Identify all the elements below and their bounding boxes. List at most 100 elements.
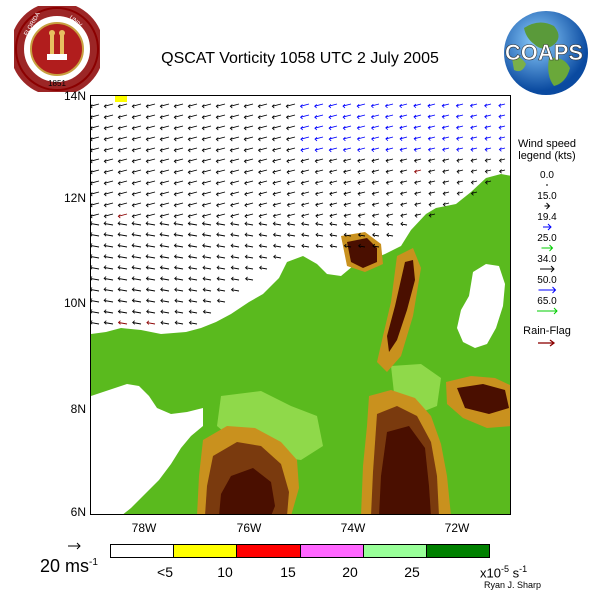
rain-flag-arrow-icon bbox=[538, 339, 556, 347]
pacific-coast bbox=[91, 384, 203, 514]
wind-vector bbox=[329, 147, 338, 151]
wind-vector-head bbox=[159, 181, 163, 186]
wind-vector-head bbox=[159, 232, 163, 237]
author-credit: Ryan J. Sharp bbox=[484, 580, 542, 590]
wind-vector-head bbox=[91, 115, 93, 120]
wind-vector-head bbox=[202, 265, 206, 270]
wind-vector bbox=[428, 202, 436, 206]
wind-vector-head bbox=[131, 265, 135, 270]
wind-vector-head bbox=[300, 148, 304, 153]
wind-vector bbox=[273, 234, 282, 237]
wind-vector-head bbox=[243, 170, 247, 175]
wind-vector-head bbox=[470, 180, 474, 185]
wind-vector bbox=[342, 103, 352, 107]
wind-vector-head bbox=[371, 136, 374, 142]
wind-vector bbox=[203, 300, 212, 303]
wind-vector bbox=[91, 202, 100, 206]
wind-vector bbox=[132, 289, 142, 292]
wind-vector bbox=[160, 147, 170, 151]
wind-vector-head bbox=[356, 104, 360, 109]
wind-vector-head bbox=[272, 192, 276, 197]
wind-vector-head bbox=[117, 203, 121, 208]
wind-vector-head bbox=[441, 114, 445, 119]
wind-vector-head bbox=[117, 104, 121, 109]
y-tick-12n: 12N bbox=[63, 191, 86, 205]
wind-vector-head bbox=[372, 243, 376, 248]
wind-vector-head bbox=[131, 221, 135, 226]
wind-vector bbox=[343, 147, 352, 151]
wind-vector-head bbox=[131, 276, 135, 281]
wind-vector bbox=[118, 169, 128, 173]
wind-vector bbox=[202, 234, 212, 237]
wind-vector bbox=[188, 125, 198, 129]
colorbar-segment bbox=[299, 545, 363, 557]
wind-vector bbox=[414, 213, 422, 217]
wind-vector bbox=[146, 213, 156, 217]
wind-vector bbox=[286, 147, 296, 151]
wind-vector-head bbox=[103, 170, 107, 175]
wind-vector bbox=[160, 125, 170, 129]
wind-vector bbox=[484, 114, 492, 118]
wind-vector-head bbox=[216, 254, 220, 259]
wind-vector-head bbox=[258, 159, 261, 164]
wind-vector bbox=[344, 223, 352, 226]
wind-vector-head bbox=[371, 221, 375, 226]
wind-vector bbox=[245, 245, 254, 248]
wind-vector bbox=[400, 169, 408, 173]
wind-vector bbox=[442, 147, 450, 151]
wind-vector bbox=[132, 233, 142, 237]
wind-vector-head bbox=[286, 137, 289, 142]
wind-vector-head bbox=[357, 191, 361, 196]
wind-vector-head bbox=[202, 243, 205, 248]
wind-vector bbox=[485, 158, 492, 161]
wind-vector bbox=[231, 245, 240, 248]
wind-vector bbox=[329, 191, 338, 195]
wind-vector bbox=[104, 277, 114, 281]
wind-vector-head bbox=[442, 158, 446, 163]
wind-vector bbox=[175, 311, 184, 314]
wind-vector-head bbox=[399, 136, 403, 141]
wind-vector bbox=[104, 114, 114, 118]
wind-vector bbox=[315, 147, 324, 151]
wind-vector bbox=[160, 222, 170, 226]
wind-vector-head bbox=[314, 169, 318, 175]
wind-vector bbox=[104, 169, 114, 173]
wind-vector-head bbox=[273, 243, 276, 248]
wind-vector bbox=[330, 234, 338, 237]
wind-vector bbox=[244, 147, 254, 151]
wind-vector-head bbox=[258, 232, 262, 237]
wind-vector-head bbox=[329, 191, 333, 196]
wind-vector-head bbox=[117, 137, 121, 142]
wind-vector bbox=[442, 180, 450, 184]
wind-vector bbox=[202, 223, 212, 226]
wind-vector-head bbox=[173, 170, 177, 175]
wind-vector-head bbox=[342, 115, 346, 120]
wind-vector bbox=[202, 245, 212, 248]
wind-vector-head bbox=[173, 126, 177, 131]
wind-vector-head bbox=[428, 213, 432, 218]
wind-vector-head bbox=[117, 181, 121, 186]
wind-vector bbox=[230, 213, 240, 217]
wind-vector-head bbox=[258, 170, 261, 175]
wind-vector-head bbox=[91, 148, 93, 153]
wind-vector bbox=[428, 191, 436, 195]
wind-vector-head bbox=[300, 137, 304, 142]
wind-vector-head bbox=[174, 287, 178, 292]
wind-vector bbox=[146, 255, 156, 259]
wind-vector-head bbox=[160, 309, 164, 314]
wind-vector bbox=[188, 147, 198, 151]
wind-vector bbox=[230, 136, 240, 140]
wind-vector bbox=[414, 180, 422, 184]
wind-vector-head bbox=[498, 136, 502, 141]
wind-vector-head bbox=[103, 192, 107, 197]
wind-vector bbox=[132, 191, 142, 195]
wind-vector bbox=[104, 255, 114, 259]
wind-vector bbox=[104, 322, 114, 325]
wind-vector-head bbox=[188, 309, 192, 314]
wind-vector bbox=[372, 213, 380, 217]
dark-core bbox=[219, 468, 275, 514]
wind-vector-head bbox=[498, 125, 502, 130]
wind-vector-head bbox=[343, 180, 347, 185]
wind-vector-head bbox=[456, 158, 460, 163]
wind-vector-head bbox=[103, 115, 107, 120]
